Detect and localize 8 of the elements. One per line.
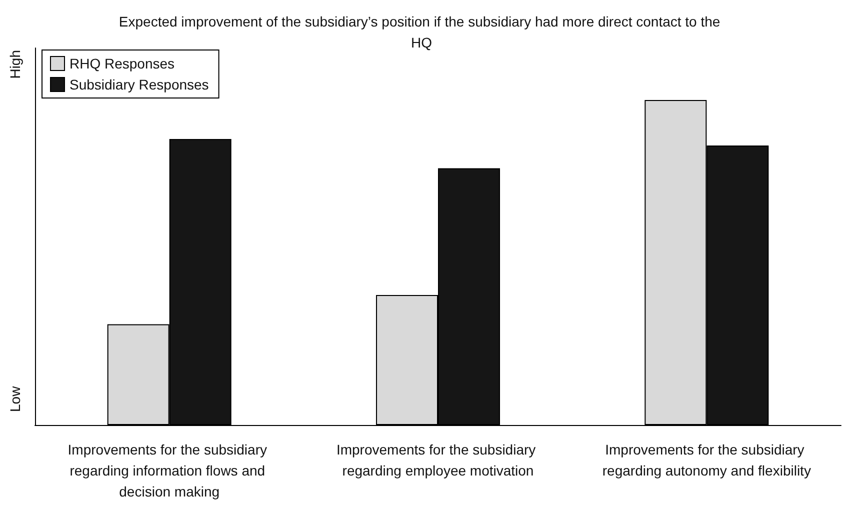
chart-title: Expected improvement of the subsidiary’s position if the subsidiary had more direct contact to the HQ <box>118 14 724 50</box>
x-tick-label: Improvements for the subsidiary regarding information flows and decision making <box>68 442 271 500</box>
text: High <box>7 50 23 79</box>
x-tick-label: Improvements for the subsidiary regarding autonomy and flexibility <box>602 442 811 478</box>
text: Low <box>7 385 23 412</box>
legend-label: Subsidiary Responses <box>70 76 209 92</box>
legend-label: RHQ Responses <box>70 56 175 72</box>
x-tick-label: Improvements for the subsidiary regarding employee motivation <box>336 442 540 478</box>
